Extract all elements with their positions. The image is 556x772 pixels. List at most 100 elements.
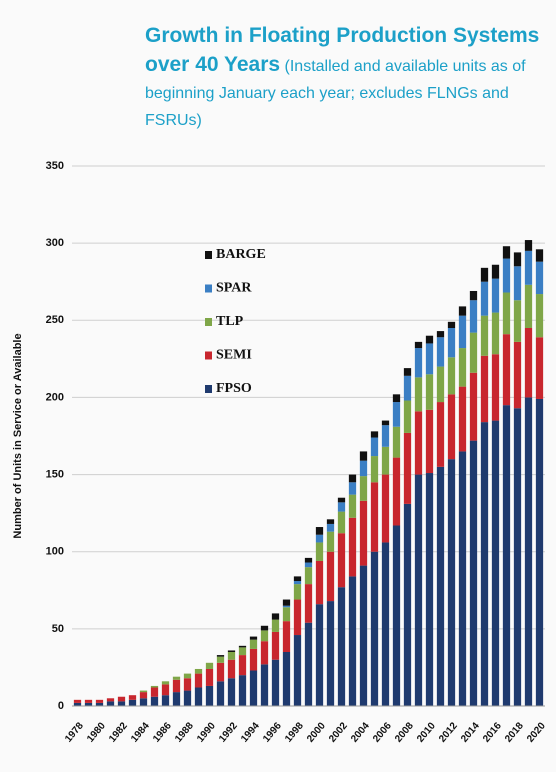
bar-segment — [502, 258, 511, 293]
bar-segment — [337, 497, 346, 503]
bar-segment — [502, 292, 511, 335]
bar-segment — [480, 315, 489, 356]
bar-segment — [491, 278, 500, 313]
bar-segment — [106, 701, 115, 706]
bar-segment — [73, 702, 82, 706]
bar-segment — [216, 662, 225, 682]
bar-segment — [381, 542, 390, 706]
bar-segment — [95, 699, 104, 703]
x-tick-label: 2008 — [393, 720, 416, 744]
bar-segment — [458, 386, 467, 452]
bar-segment — [447, 328, 456, 358]
bar-segment — [205, 662, 214, 669]
bar-segment — [84, 702, 93, 706]
bar-segment — [205, 685, 214, 706]
bar-segment — [238, 647, 247, 656]
bar-segment — [392, 394, 401, 403]
bar-segment — [128, 699, 137, 706]
bar-segment — [172, 692, 181, 706]
bar-segment — [205, 668, 214, 686]
legend-swatch — [205, 318, 212, 326]
bar-segment — [370, 431, 379, 438]
bar-segment — [403, 432, 412, 504]
x-tick-label: 1984 — [129, 720, 152, 744]
bar-segment — [326, 531, 335, 552]
legend-swatch — [205, 385, 212, 393]
bar-segment — [524, 284, 533, 328]
bar-segment — [139, 690, 148, 693]
bar-segment — [172, 676, 181, 680]
bar-segment — [326, 551, 335, 602]
chart-subtitle: (Installed and available units as of beg… — [145, 58, 526, 129]
y-tick-label: 350 — [46, 160, 64, 172]
bar-segment — [271, 619, 280, 632]
x-tick-label: 1998 — [283, 720, 306, 744]
bar-segment — [359, 476, 368, 501]
bar-segment — [414, 348, 423, 378]
bar-segment — [216, 681, 225, 706]
bar-segment — [370, 456, 379, 483]
bar-segment — [183, 678, 192, 691]
x-tick-label: 2000 — [305, 720, 328, 744]
legend-label: SPAR — [216, 281, 252, 296]
bar-segment — [392, 426, 401, 458]
bar-segment — [249, 648, 258, 671]
bar-segment — [502, 334, 511, 406]
bar-segment — [293, 599, 302, 636]
bar-segment — [392, 457, 401, 526]
x-tick-label: 1994 — [239, 720, 262, 744]
x-tick-label: 1978 — [63, 720, 86, 744]
legend-swatch — [205, 351, 212, 360]
x-tick-label: 2002 — [327, 720, 350, 744]
bar-segment — [502, 246, 511, 259]
bar-segment — [535, 261, 544, 295]
bar-segment — [414, 411, 423, 475]
bar-segment — [161, 695, 170, 706]
legend-label: SEMI — [216, 348, 252, 363]
bar-segment — [414, 341, 423, 349]
bar-segment — [513, 266, 522, 301]
bar-segment — [491, 420, 500, 706]
bar-segment — [326, 519, 335, 524]
bar-segment — [315, 527, 324, 535]
bar-segment — [249, 670, 258, 706]
bar-segment — [535, 398, 544, 706]
bar-segment — [535, 294, 544, 338]
bar-segment — [436, 466, 445, 706]
bar-segment — [260, 625, 269, 631]
bar-segment — [238, 645, 247, 648]
bar-segment — [469, 440, 478, 706]
bar-segment — [139, 698, 148, 706]
legend-swatch — [205, 284, 212, 293]
bar-segment — [227, 678, 236, 706]
bar-segment — [183, 673, 192, 679]
bar-segment — [458, 451, 467, 706]
bar-segment — [150, 685, 159, 688]
y-tick-label: 50 — [52, 623, 64, 635]
bar-segment — [513, 408, 522, 706]
bar-segment — [480, 281, 489, 316]
x-tick-label: 2004 — [349, 720, 372, 744]
bar-segment — [227, 652, 236, 660]
bar-segment — [304, 562, 313, 568]
bar-segment — [359, 565, 368, 706]
x-tick-label: 2006 — [371, 720, 394, 744]
bar-segment — [491, 264, 500, 279]
bar-segment — [392, 525, 401, 706]
bar-segment — [227, 650, 236, 652]
x-tick-label: 2018 — [503, 720, 526, 744]
bar-segment — [491, 312, 500, 355]
bar-segment — [194, 668, 203, 674]
x-tick-label: 2020 — [525, 720, 548, 744]
x-tick-label: 1996 — [261, 720, 284, 744]
x-tick-label: 1980 — [85, 720, 108, 744]
bar-segment — [84, 699, 93, 703]
bar-segment — [502, 405, 511, 706]
legend-label: FPSO — [216, 381, 252, 396]
bar-segment — [403, 400, 412, 433]
bar-segment — [315, 534, 324, 543]
bar-segment — [282, 607, 291, 622]
x-tick-label: 1982 — [107, 720, 130, 744]
bar-segment — [436, 366, 445, 403]
